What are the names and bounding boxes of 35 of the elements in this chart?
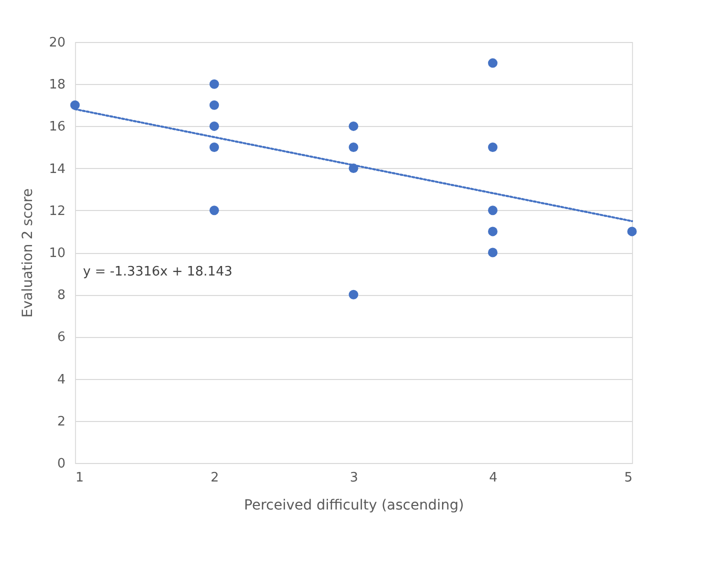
y-tick-label: 20 bbox=[48, 36, 66, 50]
y-tick-label: 16 bbox=[48, 120, 66, 135]
point bbox=[210, 79, 219, 89]
annotation: y = -1.3316x + 18.143 bbox=[83, 264, 232, 280]
point bbox=[627, 226, 637, 236]
y-tick-label: 2 bbox=[57, 414, 66, 430]
x-tick-label: 1 bbox=[76, 470, 84, 486]
y-axis-title: Evaluation 2 score bbox=[20, 188, 36, 318]
x-axis-title: Perceived difficulty (ascending) bbox=[244, 498, 464, 514]
x-tick-label: 3 bbox=[350, 470, 358, 486]
y-tick-label: 4 bbox=[57, 372, 66, 388]
point bbox=[348, 121, 358, 131]
x-tick-label: 5 bbox=[624, 470, 632, 486]
point bbox=[210, 142, 219, 152]
point bbox=[488, 58, 498, 68]
point bbox=[70, 100, 80, 110]
point bbox=[488, 142, 498, 152]
point bbox=[210, 100, 219, 110]
y-tick-label: 0 bbox=[57, 456, 66, 472]
x-tick-label: 4 bbox=[489, 470, 498, 486]
point bbox=[488, 248, 498, 258]
point bbox=[348, 290, 358, 300]
y-tick-label: 14 bbox=[48, 162, 66, 177]
y-tick-label: 6 bbox=[57, 330, 66, 346]
point bbox=[348, 164, 358, 174]
point bbox=[488, 226, 498, 236]
point bbox=[210, 121, 219, 131]
y-tick-label: 8 bbox=[57, 288, 66, 304]
point bbox=[488, 206, 498, 216]
y-tick-label: 18 bbox=[48, 78, 66, 93]
y-tick-label: 12 bbox=[48, 204, 66, 219]
point bbox=[210, 206, 219, 216]
x-tick-label: 2 bbox=[210, 470, 219, 486]
point bbox=[348, 142, 358, 152]
y-tick-label: 10 bbox=[48, 246, 66, 261]
